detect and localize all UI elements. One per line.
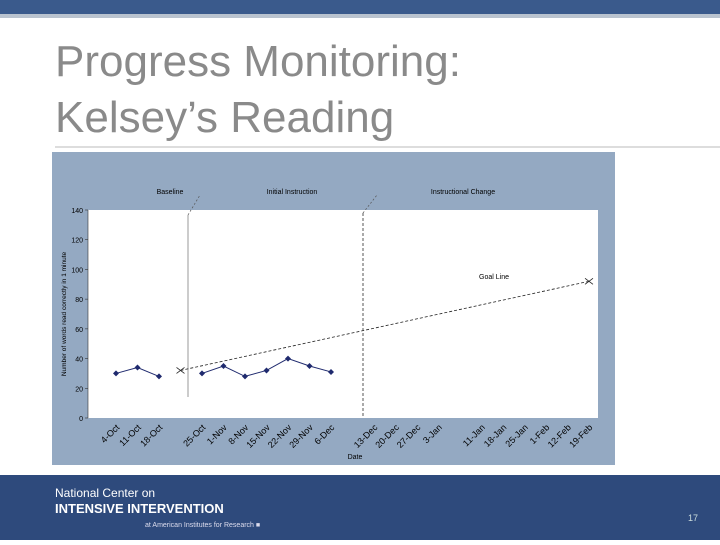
data-point — [242, 373, 248, 380]
footer-org: at American Institutes for Research ■ — [145, 522, 260, 529]
footer-org: National Center on — [55, 486, 155, 500]
y-tick-label: 20 — [75, 386, 83, 393]
data-point — [113, 370, 119, 377]
annotation: Baseline — [157, 189, 184, 196]
y-tick-label: 40 — [75, 357, 83, 364]
data-point — [220, 363, 227, 369]
page-number: 17 — [688, 513, 698, 523]
slide-title: Kelsey’s Reading — [55, 93, 394, 142]
footer-bar — [0, 475, 720, 540]
y-tick-label: 0 — [79, 416, 83, 423]
y-tick-label: 100 — [71, 267, 83, 274]
top-stripe — [0, 14, 720, 18]
y-axis-label: Number of words read correctly in 1 minu… — [61, 251, 68, 376]
y-tick-label: 60 — [75, 327, 83, 334]
annotation: Instructional Change — [431, 189, 495, 196]
data-point — [134, 364, 141, 371]
y-tick-label: 80 — [75, 297, 83, 304]
plot-area — [88, 210, 598, 418]
annotation: Initial Instruction — [267, 189, 318, 196]
goal-marker — [584, 277, 594, 285]
slide-title: Progress Monitoring: — [55, 37, 461, 86]
data-point — [199, 370, 205, 377]
data-point — [156, 373, 162, 380]
footer-org: INTENSIVE INTERVENTION — [55, 501, 224, 516]
data-point — [306, 363, 313, 369]
goal-marker — [176, 367, 185, 374]
x-axis-label: Date — [348, 454, 363, 461]
y-tick-label: 140 — [71, 208, 83, 215]
goal-label: Goal Line — [479, 274, 509, 281]
top-bar — [0, 0, 720, 14]
y-tick-label: 120 — [71, 238, 83, 245]
data-point — [328, 368, 334, 375]
data-point — [263, 367, 270, 374]
data-point — [285, 355, 291, 362]
